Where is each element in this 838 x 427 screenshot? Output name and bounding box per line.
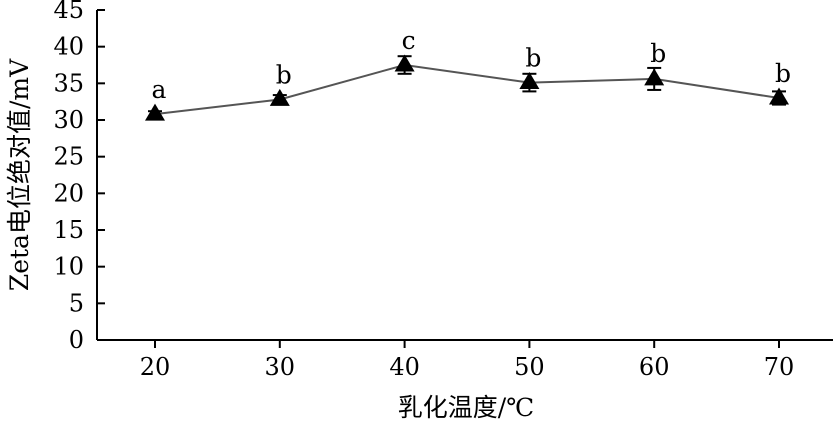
y-tick-label: 35	[53, 69, 84, 97]
triangle-marker	[394, 54, 415, 72]
data-point: a	[145, 75, 167, 121]
x-tick-label: 30	[265, 353, 296, 381]
y-tick-label: 45	[53, 0, 84, 24]
significance-label: a	[152, 75, 167, 104]
y-tick-label: 5	[69, 289, 84, 317]
y-tick-label: 40	[53, 33, 84, 61]
significance-label: b	[525, 44, 541, 73]
x-tick-label: 40	[389, 353, 420, 381]
series-line	[154, 63, 780, 116]
plot-area	[96, 10, 833, 341]
series-layer: a b c b b b	[145, 26, 791, 121]
data-point: b	[644, 39, 666, 91]
data-point: c	[394, 26, 416, 75]
data-point: b	[769, 59, 791, 106]
x-tick-label: 70	[764, 353, 795, 381]
triangle-marker	[769, 87, 789, 105]
triangle-marker	[644, 68, 665, 86]
triangle-marker	[145, 103, 165, 121]
y-tick-label: 10	[53, 253, 84, 281]
y-tick-label: 0	[69, 326, 84, 354]
triangle-marker	[519, 72, 540, 90]
y-tick-label: 25	[53, 143, 84, 171]
significance-label: c	[402, 26, 416, 55]
x-tick-label: 20	[140, 353, 171, 381]
significance-label: b	[276, 60, 292, 89]
x-tick-label: 60	[639, 353, 670, 381]
data-point: b	[519, 44, 541, 93]
x-axis-title: 乳化温度/℃	[398, 393, 534, 422]
x-tick-label: 50	[514, 353, 545, 381]
y-axis-title: Zeta电位绝对值/mV	[5, 58, 34, 291]
y-tick-label: 15	[53, 216, 84, 244]
triangle-marker	[269, 88, 290, 106]
significance-label: b	[775, 59, 791, 88]
y-tick-label: 30	[53, 106, 84, 134]
y-axis-ticks: 0 5 10 15 20 25 30 35 40 45	[53, 0, 105, 354]
data-point: b	[269, 60, 292, 106]
x-axis-ticks: 20 30 40 50 60 70	[140, 340, 795, 381]
y-tick-label: 20	[53, 179, 84, 207]
significance-label: b	[650, 39, 666, 68]
